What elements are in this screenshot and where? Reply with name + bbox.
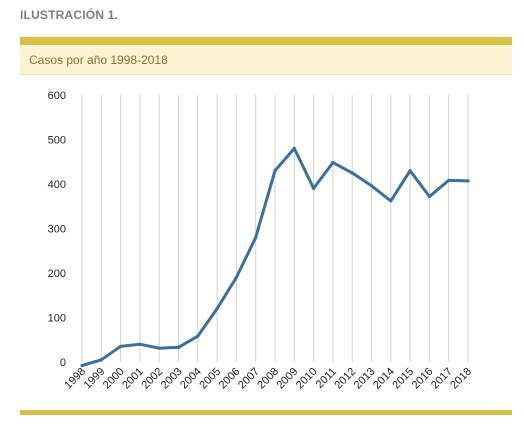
x-tick-label-2008: 2008 <box>255 366 281 392</box>
top-accent-bar <box>20 37 512 45</box>
x-tick-label-2000: 2000 <box>101 366 127 392</box>
figure-label: ILUSTRACIÓN 1. <box>20 8 119 22</box>
data-point-2002 <box>157 346 161 350</box>
x-tick-label-2002: 2002 <box>140 366 166 392</box>
x-tick-label-2001: 2001 <box>120 366 146 392</box>
data-point-2013 <box>369 184 374 188</box>
data-point-2014 <box>389 199 393 203</box>
data-point-2008 <box>273 169 277 173</box>
x-tick-label-2007: 2007 <box>236 366 262 392</box>
x-tick-label-1998: 1998 <box>62 366 88 392</box>
data-point-2006 <box>234 275 238 280</box>
data-point-2009 <box>292 146 296 150</box>
data-point-1999 <box>99 358 103 362</box>
x-tick-label-1999: 1999 <box>82 366 108 392</box>
data-point-2017 <box>447 178 451 183</box>
y-tick-label-100: 100 <box>48 313 66 325</box>
y-tick-label-500: 500 <box>48 135 66 147</box>
data-point-2004 <box>196 334 200 338</box>
x-tick-label-2017: 2017 <box>429 366 455 392</box>
x-tick-label-2004: 2004 <box>178 366 204 392</box>
data-point-2007 <box>254 235 258 239</box>
data-point-2016 <box>427 194 431 199</box>
chart-header: Casos por año 1998-2018 <box>20 45 512 75</box>
y-tick-label-400: 400 <box>48 179 66 191</box>
x-tick-label-2003: 2003 <box>159 366 185 392</box>
y-tick-label-600: 600 <box>48 90 66 102</box>
x-tick-label-2016: 2016 <box>410 366 436 392</box>
chart-title: Casos por año 1998-2018 <box>29 53 168 67</box>
data-point-2012 <box>350 171 354 175</box>
x-tick-label-2014: 2014 <box>371 366 397 392</box>
x-tick-label-2010: 2010 <box>294 366 320 392</box>
data-point-2000 <box>119 344 123 349</box>
data-point-2005 <box>215 307 219 311</box>
x-tick-label-2015: 2015 <box>390 366 416 392</box>
y-tick-label-0: 0 <box>60 357 66 369</box>
x-tick-label-2018: 2018 <box>448 366 474 392</box>
data-point-2018 <box>466 179 470 183</box>
x-tick-label-2005: 2005 <box>197 366 223 392</box>
data-point-1998 <box>80 363 84 368</box>
data-point-2001 <box>138 342 142 346</box>
y-tick-label-300: 300 <box>48 224 66 236</box>
x-tick-label-2013: 2013 <box>352 366 378 392</box>
y-tick-label-200: 200 <box>48 268 66 280</box>
x-tick-label-2006: 2006 <box>217 366 243 392</box>
x-tick-label-2012: 2012 <box>333 366 359 392</box>
x-tick-label-2009: 2009 <box>275 366 301 392</box>
data-point-2003 <box>176 345 181 349</box>
data-point-2015 <box>408 169 412 173</box>
data-point-2010 <box>312 186 316 191</box>
bottom-accent-bar <box>20 410 512 415</box>
data-point-2011 <box>331 161 335 165</box>
